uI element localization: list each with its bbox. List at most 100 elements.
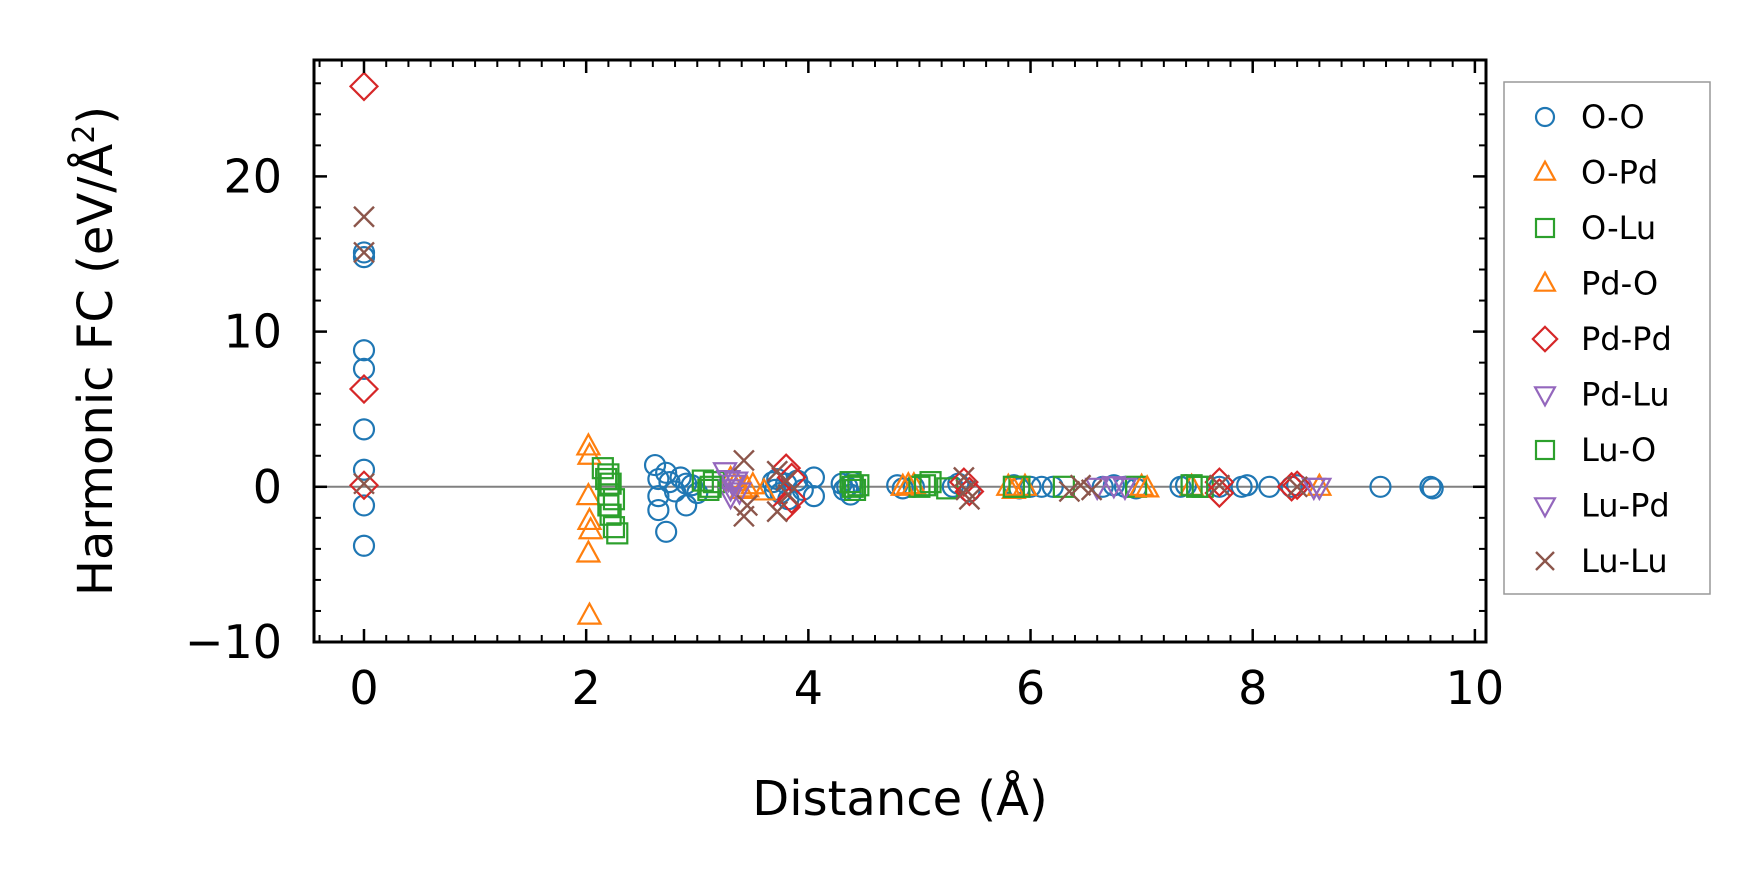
data-point-lu-o-3 — [841, 475, 864, 498]
series-lu-o — [597, 463, 1209, 511]
data-point-pd-o-2 — [895, 470, 922, 495]
data-point-o-lu-12 — [843, 478, 867, 502]
axes — [312, 58, 1488, 644]
legend-marker — [1533, 159, 1557, 181]
data-point-pd-lu-6 — [1112, 477, 1138, 502]
data-point-lu-lu-17 — [1286, 475, 1308, 498]
data-point-o-o-37 — [891, 477, 914, 500]
data-point-o-o-59 — [1369, 475, 1392, 498]
x-tick-label: 8 — [1238, 661, 1267, 715]
data-point-o-o-2 — [352, 339, 376, 362]
series-o-lu — [591, 457, 1214, 545]
data-point-lu-lu-13 — [1058, 480, 1081, 503]
data-point-o-lu-4 — [599, 503, 622, 526]
data-point-lu-pd-1 — [726, 482, 753, 506]
y-tick-label: 20 — [223, 149, 282, 203]
data-point-pd-pd-2 — [348, 470, 380, 501]
data-point-lu-lu-5 — [736, 494, 759, 517]
data-point-pd-pd-12 — [1282, 470, 1313, 501]
legend-marker — [1535, 551, 1555, 571]
plot-frame — [312, 58, 1488, 644]
data-point-o-pd-5 — [575, 539, 602, 563]
data-point-o-o-60 — [1419, 475, 1442, 498]
y-tick-label: −10 — [185, 615, 282, 669]
data-point-lu-lu-1 — [353, 241, 375, 264]
data-point-o-o-9 — [647, 467, 670, 491]
data-point-o-pd-4 — [577, 515, 604, 540]
x-tick-label: 10 — [1446, 661, 1505, 715]
series-o-o — [352, 241, 1444, 557]
legend-item-pd-lu: Pd-Lu — [1533, 376, 1670, 414]
legend-label: O-O — [1581, 98, 1645, 136]
legend-marker — [1531, 325, 1559, 353]
data-point-o-pd-17 — [1306, 472, 1333, 496]
data-point-o-o-6 — [352, 494, 376, 517]
data-point-o-lu-15 — [919, 471, 942, 494]
legend-marker — [1533, 497, 1557, 519]
legend-label: O-Lu — [1581, 209, 1656, 247]
data-point-o-o-7 — [352, 534, 376, 557]
legend-item-o-lu: O-Lu — [1534, 209, 1656, 247]
y-tick-label: 10 — [223, 305, 282, 359]
y-axis-title-main: Harmonic FC (eV/Å — [67, 144, 124, 597]
data-point-o-lu-13 — [847, 474, 870, 497]
legend-marker — [1534, 217, 1556, 239]
legend-item-o-o: O-O — [1534, 98, 1645, 136]
x-tick-label: 6 — [1016, 661, 1045, 715]
legend-label: Pd-Pd — [1581, 320, 1672, 358]
data-point-lu-lu-7 — [766, 500, 789, 523]
data-point-lu-lu-16 — [1208, 474, 1231, 497]
tick-labels: 0 2 4 6 8 10 −10 0 10 20 — [185, 149, 1504, 715]
data-point-pd-pd-0 — [348, 71, 380, 102]
data-point-pd-pd-8 — [954, 476, 985, 507]
legend-item-lu-lu: Lu-Lu — [1535, 542, 1668, 580]
legend-marker — [1534, 106, 1556, 128]
legend-item-lu-pd: Lu-Pd — [1533, 487, 1670, 525]
data-point-o-o-4 — [352, 418, 376, 441]
data-point-o-pd-0 — [575, 432, 602, 456]
data-point-lu-o-6 — [1186, 475, 1209, 498]
legend-label: Pd-O — [1581, 265, 1658, 303]
data-point-o-o-18 — [675, 494, 698, 517]
data-point-o-pd-3 — [576, 506, 603, 531]
data-point-o-lu-5 — [602, 516, 626, 539]
data-point-lu-lu-9 — [777, 483, 800, 506]
data-point-o-o-1 — [352, 246, 376, 269]
legend-frame — [1503, 81, 1711, 595]
data-points — [348, 71, 1444, 625]
data-point-o-o-46 — [1041, 475, 1064, 498]
data-point-o-o-61 — [1421, 477, 1444, 500]
data-point-o-lu-9 — [697, 478, 720, 502]
data-point-lu-o-1 — [602, 488, 626, 511]
legend-marker — [1534, 439, 1556, 461]
x-tick-label: 2 — [572, 661, 601, 715]
data-point-lu-lu-14 — [1069, 474, 1092, 497]
data-point-o-o-30 — [802, 485, 826, 508]
legend-label: Lu-Lu — [1581, 542, 1668, 580]
data-point-o-o-13 — [655, 461, 678, 484]
data-point-lu-lu-0 — [353, 205, 375, 228]
data-point-pd-pd-1 — [348, 373, 380, 405]
series-o-pd — [575, 432, 1333, 625]
data-point-lu-lu-3 — [733, 449, 755, 472]
data-point-o-lu-6 — [606, 522, 629, 545]
x-axis-title: Distance (Å) — [752, 770, 1047, 827]
data-point-lu-lu-15 — [1080, 479, 1103, 501]
data-point-o-lu-14 — [908, 475, 931, 498]
data-point-o-o-11 — [647, 498, 670, 522]
data-point-o-o-44 — [1019, 475, 1042, 498]
y-tick-label: 0 — [253, 460, 282, 514]
data-point-lu-o-4 — [913, 474, 937, 497]
data-point-o-o-10 — [647, 485, 670, 508]
data-point-o-lu-20 — [1180, 474, 1203, 497]
series-lu-lu — [353, 205, 1308, 528]
data-point-lu-pd-3 — [1300, 477, 1327, 502]
legend-label: O-Pd — [1581, 154, 1658, 192]
data-point-o-pd-10 — [751, 477, 777, 501]
legend-marker — [1533, 270, 1557, 292]
legend-item-o-pd: O-Pd — [1533, 154, 1658, 192]
legend-item-pd-pd: Pd-Pd — [1531, 320, 1672, 358]
legend-label: Lu-Pd — [1581, 487, 1670, 525]
series-pd-pd — [348, 71, 1313, 523]
